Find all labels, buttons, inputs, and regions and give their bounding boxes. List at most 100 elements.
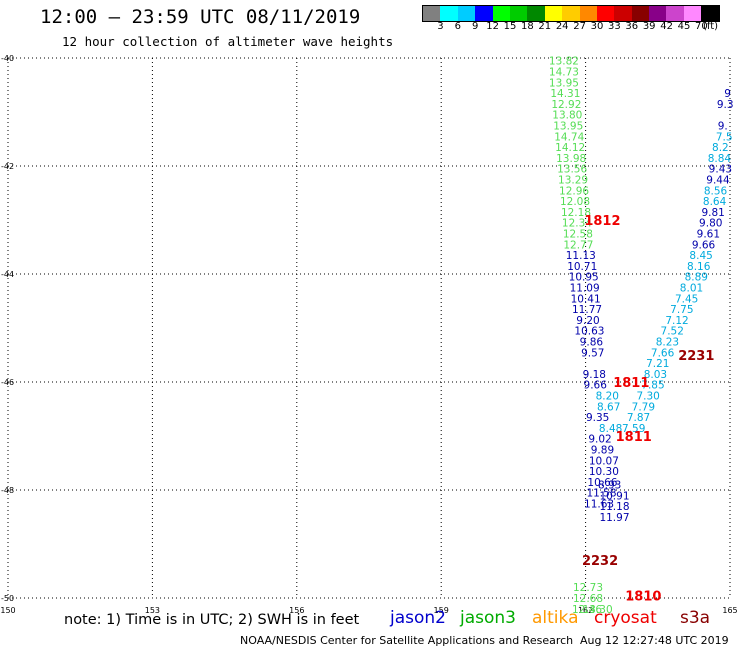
- legend-tick-label: 42: [660, 21, 673, 32]
- legend-tick-label: 39: [642, 21, 656, 32]
- swh-value: 11.18: [599, 501, 629, 513]
- satellite-legend-s3a: s3a: [680, 608, 711, 628]
- legend-tick-label: 27: [573, 21, 586, 32]
- legend-swatch: [544, 6, 563, 21]
- y-tick-label: -40: [1, 54, 14, 63]
- color-scale-legend: [422, 5, 720, 22]
- legend-tick-label: 21: [538, 21, 552, 32]
- swh-value: 7.79: [632, 401, 655, 413]
- swh-value: 11.58: [586, 488, 616, 500]
- swh-value: 14.12: [555, 142, 585, 154]
- pass-time-label: 2232: [582, 554, 618, 569]
- swh-value: 8.2: [712, 142, 729, 154]
- swh-value: 9: [724, 88, 731, 100]
- units-note: note: 1) Time is in UTC; 2) SWH is in fe…: [64, 612, 360, 628]
- y-tick-label: -50: [1, 594, 14, 603]
- swh-value: 7.66: [651, 347, 675, 359]
- swh-value: 9.57: [581, 347, 604, 359]
- y-tick-label: -48: [1, 486, 14, 495]
- swh-value: 9.3: [717, 99, 734, 111]
- legend-tick-label: 30: [590, 21, 604, 32]
- x-tick-label: 159: [434, 606, 449, 615]
- swh-value: 8.84: [708, 153, 732, 165]
- swh-value: 12.77: [563, 239, 593, 251]
- swh-value: 13.82: [549, 56, 579, 68]
- x-tick-label: 150: [0, 606, 15, 615]
- swh-value: 7.21: [646, 358, 669, 370]
- legend-swatch: [509, 6, 528, 21]
- swh-value: 8.89: [685, 272, 708, 284]
- footer-credit: NOAA/NESDIS Center for Satellite Applica…: [240, 634, 574, 647]
- x-tick-label: 165: [722, 606, 737, 615]
- pass-time-label: 1810: [625, 589, 661, 604]
- swh-value: 12.68: [573, 593, 603, 605]
- swh-value: 9.35: [586, 412, 609, 424]
- swh-value: 12.58: [563, 229, 593, 241]
- swh-value: 12.46: [572, 604, 602, 616]
- swh-value: 13.95: [553, 121, 583, 133]
- legend-swatch: [614, 6, 632, 21]
- swh-value: 7.85: [641, 380, 664, 392]
- legend-swatch: [701, 6, 719, 21]
- swh-value: 7.75: [670, 304, 693, 316]
- swh-value: 9.43: [709, 164, 732, 176]
- legend-tick-label: 9: [472, 21, 479, 32]
- legend-swatch: [649, 6, 667, 21]
- swh-value: 13.30: [583, 604, 613, 616]
- swh-value: 13.98: [556, 153, 586, 165]
- legend-tick-label: 36: [625, 21, 639, 32]
- x-tick-label: 162: [578, 606, 593, 615]
- pass-time-label: 1811: [616, 430, 652, 445]
- legend-swatch: [492, 6, 510, 21]
- swh-value: 8.67: [597, 401, 620, 413]
- swh-value: 8.01: [680, 283, 703, 295]
- swh-value: 12.18: [561, 207, 591, 219]
- swh-value: 8.03: [644, 369, 667, 381]
- satellite-legend-cryosat: cryosat: [594, 608, 657, 628]
- legend-swatch: [596, 6, 615, 21]
- swh-value: 8.45: [689, 250, 712, 262]
- swh-value: 7.87: [627, 412, 650, 424]
- swh-value: 9.20: [576, 315, 599, 327]
- swh-value: 14.74: [554, 131, 584, 143]
- legend-swatch: [579, 6, 597, 21]
- legend-tick-label: 12: [486, 21, 499, 32]
- legend-swatch: [683, 6, 702, 21]
- swh-value: 9.80: [699, 218, 722, 230]
- swh-value: 10.30: [589, 466, 619, 478]
- swh-value: 11.77: [572, 304, 602, 316]
- legend-swatch: [457, 6, 476, 21]
- swh-value: 9.44: [706, 175, 730, 187]
- swh-value: 10.63: [574, 326, 604, 338]
- swh-value: 14.73: [549, 67, 579, 79]
- swh-value: 12.92: [551, 99, 581, 111]
- swh-value: 13.80: [552, 110, 582, 122]
- swh-value: 12.96: [559, 185, 589, 197]
- legend-swatch: [423, 6, 441, 21]
- swh-value: 13.56: [557, 164, 587, 176]
- swh-value: 9.66: [692, 239, 716, 251]
- satellite-legend-jason2: jason2: [390, 608, 446, 628]
- legend-tick-label: 33: [608, 21, 621, 32]
- swh-value: 10.71: [567, 261, 597, 273]
- swh-value: 8.93: [598, 480, 621, 492]
- legend-swatch: [475, 6, 493, 21]
- swh-value: 9.61: [697, 229, 720, 241]
- swh-value: 10.95: [569, 272, 599, 284]
- legend-swatch: [666, 6, 684, 21]
- legend-tick-label: 70: [695, 21, 708, 32]
- swh-value: 7.45: [675, 293, 698, 305]
- swh-value: 9.66: [584, 380, 608, 392]
- swh-value: 9.18: [583, 369, 606, 381]
- swh-value: 9.02: [588, 434, 611, 446]
- swh-value: 12.34: [562, 218, 592, 230]
- legend-tick-label: 15: [503, 21, 517, 32]
- footer-timestamp: Aug 12 12:27:48 UTC 2019: [580, 634, 729, 647]
- swh-value: 13.29: [558, 175, 588, 187]
- swh-value: 7.59: [622, 423, 645, 435]
- swh-value: 7.30: [636, 391, 659, 403]
- swh-value: 12.08: [560, 196, 590, 208]
- swh-value: 9.89: [591, 445, 614, 457]
- legend-unit: (ft): [703, 21, 719, 32]
